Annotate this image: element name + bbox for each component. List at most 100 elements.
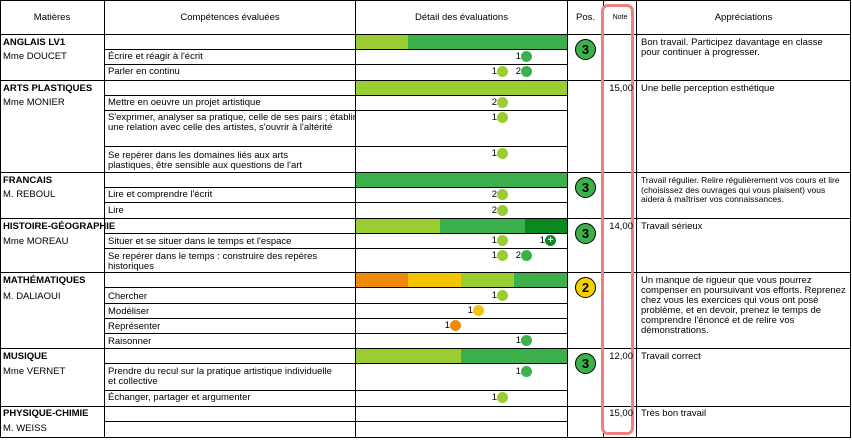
evaluation-dot-dark-green bbox=[521, 51, 532, 62]
header-detail: Détail des évaluations bbox=[415, 11, 508, 23]
appreciation-text: Une belle perception esthétique bbox=[641, 83, 775, 94]
teacher-name: M. WEISS bbox=[3, 423, 47, 434]
position-badge: 2 bbox=[575, 277, 596, 298]
position-badge: 3 bbox=[575, 177, 596, 198]
evaluation-bar-segment bbox=[461, 349, 567, 363]
competence-label: Lire et comprendre l'écrit bbox=[108, 189, 213, 200]
evaluation-bar-segment bbox=[356, 35, 408, 49]
evaluation-bar-segment bbox=[514, 273, 567, 287]
competence-label: Représenter bbox=[108, 321, 161, 332]
appreciation-text: Travail correct bbox=[641, 351, 701, 362]
subject-name: FRANCAIS bbox=[3, 175, 53, 186]
grade-value: 15,00 bbox=[609, 408, 633, 419]
competence-label: Échanger, partager et argumenter bbox=[108, 392, 251, 403]
evaluation-count: 1 bbox=[515, 335, 521, 346]
evaluation-count: 1 bbox=[491, 112, 497, 123]
evaluation-dot-light-green bbox=[497, 112, 508, 123]
evaluation-dot-dark-green bbox=[521, 250, 532, 261]
evaluation-bar-segment bbox=[356, 81, 567, 95]
evaluation-count: 1 bbox=[491, 290, 497, 301]
evaluation-count: 1 bbox=[491, 235, 497, 246]
evaluation-bar-segment bbox=[356, 219, 440, 233]
header-appreciations: Appréciations bbox=[714, 11, 773, 23]
evaluation-dot-yellow bbox=[473, 305, 484, 316]
subject-name: HISTOIRE-GÉOGRAPHIE bbox=[3, 221, 116, 232]
evaluation-count: 2 bbox=[515, 66, 521, 77]
position-badge: 3 bbox=[575, 353, 596, 374]
evaluation-bar-segment bbox=[440, 219, 525, 233]
teacher-name: M. REBOUL bbox=[3, 189, 56, 200]
evaluation-count: 1 bbox=[539, 235, 545, 246]
evaluation-bar-segment bbox=[408, 273, 461, 287]
evaluation-dot-light-green bbox=[497, 205, 508, 216]
header-matieres: Matières bbox=[33, 11, 71, 23]
evaluation-dot-light-green bbox=[497, 392, 508, 403]
evaluation-count: 1 bbox=[491, 250, 497, 261]
evaluation-dot-light-green bbox=[497, 189, 508, 200]
evaluation-bar-segment bbox=[461, 273, 514, 287]
evaluation-dot-light-green bbox=[497, 66, 508, 77]
evaluation-dot-light-green bbox=[497, 235, 508, 246]
evaluation-dot-orange bbox=[450, 320, 461, 331]
grade-value: 12,00 bbox=[609, 351, 633, 362]
evaluation-bar-segment bbox=[408, 35, 567, 49]
evaluation-bar-segment bbox=[356, 349, 461, 363]
evaluation-dot-dark-green bbox=[521, 66, 532, 77]
appreciation-text: Très bon travail bbox=[641, 408, 707, 419]
evaluation-bar-segment bbox=[356, 273, 408, 287]
competence-label: S'exprimer, analyser sa pratique, celle … bbox=[108, 112, 356, 133]
evaluation-bar-segment bbox=[525, 219, 567, 233]
evaluation-dot-light-green bbox=[497, 97, 508, 108]
subject-name: ANGLAIS LV1 bbox=[3, 37, 66, 48]
evaluation-count: 2 bbox=[491, 189, 497, 200]
evaluation-count: 1 bbox=[515, 366, 521, 377]
evaluation-count: 1 bbox=[491, 392, 497, 403]
evaluation-dot-dark-green bbox=[521, 366, 532, 377]
competence-label: Chercher bbox=[108, 291, 148, 302]
competence-label: Raisonner bbox=[108, 336, 152, 347]
grade-value: 15,00 bbox=[609, 83, 633, 94]
appreciation-text: Travail régulier. Relire régulièrement v… bbox=[641, 175, 840, 205]
competence-label: Parler en continu bbox=[108, 66, 180, 77]
competence-label: Prendre du recul sur la pratique artisti… bbox=[108, 366, 332, 387]
competence-label: Se repérer dans les domaines liés aux ar… bbox=[108, 150, 303, 171]
appreciation-text: Un manque de rigueur que vous pourrez co… bbox=[641, 275, 846, 336]
evaluation-count: 1 bbox=[491, 66, 497, 77]
note-column-highlight bbox=[601, 4, 634, 435]
evaluation-dot-light-green bbox=[497, 250, 508, 261]
header-position: Pos. bbox=[575, 11, 595, 23]
appreciation-text: Bon travail. Participez davantage en cla… bbox=[641, 37, 823, 58]
appreciation-text: Travail sérieux bbox=[641, 221, 703, 232]
evaluation-dot-deep-green bbox=[545, 235, 556, 246]
evaluation-count: 2 bbox=[491, 205, 497, 216]
subject-name: MUSIQUE bbox=[3, 351, 48, 362]
teacher-name: Mme DOUCET bbox=[3, 51, 67, 62]
evaluation-dot-light-green bbox=[497, 290, 508, 301]
teacher-name: Mme VERNET bbox=[3, 366, 66, 377]
evaluation-count: 2 bbox=[491, 97, 497, 108]
evaluation-count: 1 bbox=[444, 320, 450, 331]
subject-name: PHYSIQUE-CHIMIE bbox=[3, 408, 89, 419]
header-note: Note bbox=[612, 13, 628, 21]
competence-label: Écrire et réagir à l'écrit bbox=[108, 51, 203, 62]
competence-label: Se repérer dans le temps : construire de… bbox=[108, 251, 318, 272]
competence-label: Lire bbox=[108, 205, 124, 216]
evaluation-bar-segment bbox=[356, 173, 567, 187]
subject-name: ARTS PLASTIQUES bbox=[3, 83, 93, 94]
competence-label: Mettre en oeuvre un projet artistique bbox=[108, 97, 261, 108]
position-badge: 3 bbox=[575, 39, 596, 60]
grade-value: 14,00 bbox=[609, 221, 633, 232]
evaluation-count: 1 bbox=[491, 148, 497, 159]
position-badge: 3 bbox=[575, 223, 596, 244]
evaluation-dot-dark-green bbox=[521, 335, 532, 346]
teacher-name: M. DALIAOUI bbox=[3, 291, 61, 302]
header-competences: Compétences évaluées bbox=[180, 11, 280, 23]
evaluation-count: 2 bbox=[515, 250, 521, 261]
evaluation-count: 1 bbox=[515, 51, 521, 62]
evaluation-dot-light-green bbox=[497, 148, 508, 159]
competence-label: Situer et se situer dans le temps et l'e… bbox=[108, 236, 292, 247]
evaluation-count: 1 bbox=[467, 305, 473, 316]
subject-name: MATHÉMATIQUES bbox=[3, 275, 86, 286]
plus-icon: + bbox=[547, 235, 554, 246]
teacher-name: Mme MOREAU bbox=[3, 236, 69, 247]
